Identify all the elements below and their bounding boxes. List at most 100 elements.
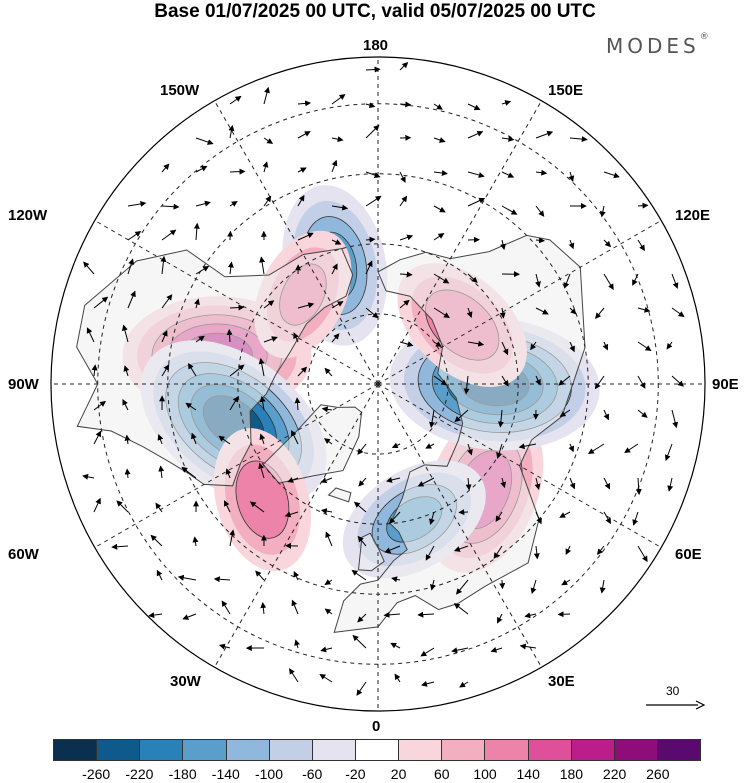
lon-label-90w: 90W [8,376,39,393]
wind-vector [263,137,274,144]
wind-vector [365,195,382,207]
wind-vector [365,66,381,73]
wind-vector [121,324,129,343]
wind-vector [501,135,515,142]
wind-vector [391,576,401,583]
wind-vector [568,443,574,453]
wind-vector [467,443,473,456]
lon-label-60e: 60E [675,546,702,563]
wind-vector [225,468,232,479]
wind-vector [671,409,679,429]
wind-vector [391,442,401,449]
wind-vector [563,273,571,289]
wind-vector [399,271,413,278]
wind-vector [331,159,338,173]
wind-vector [294,397,301,411]
wind-vector [195,265,210,275]
wind-vector [671,307,685,318]
wind-vector [433,273,450,284]
modes-logo: MODES® [606,32,709,58]
wind-vector [156,569,163,581]
wind-vector [463,375,470,395]
wind-vector [433,375,448,386]
wind-vector [331,136,344,143]
wind-vector [127,258,135,275]
wind-vector [124,434,131,445]
wind-vector [228,124,235,139]
wind-vector [667,477,674,492]
colorbar-swatch [269,740,313,760]
meridian-line [377,383,542,668]
wind-vector [433,307,450,319]
colorbar-swatch [183,740,227,760]
wind-vector [467,103,481,111]
lon-label-60w: 60W [8,546,39,563]
wind-vector [321,406,333,413]
wind-vector [116,500,129,513]
wind-vector [287,477,299,483]
colorbar-swatch [528,740,572,760]
wind-vector [399,341,414,348]
wind-vector [229,95,242,105]
lon-label-90e: 90E [712,376,739,393]
wind-vector [399,234,414,241]
wind-vector [297,302,315,309]
wind-vector [226,328,233,343]
wind-vector [603,409,609,421]
wind-vector [213,576,231,583]
wind-vector [297,194,305,207]
wind-vector [86,327,95,343]
wind-vector [451,647,469,654]
wind-vector [93,400,106,411]
wind-vector [331,301,344,309]
wind-vector [195,335,205,343]
wind-vector [559,511,571,518]
wind-vector [291,430,299,445]
colorbar-tick-label: -20 [345,766,366,782]
wind-vector [83,261,95,275]
wind-vector [535,375,541,386]
lon-label-180: 180 [363,37,389,54]
latitude-circle [237,243,519,525]
wind-vector [150,534,163,547]
wind-vector [599,205,606,218]
wind-vector [569,136,588,143]
colorbar [53,739,701,761]
wind-vector [93,430,102,445]
graticule [51,57,705,711]
colorbar-swatch [485,740,529,760]
wind-vector [195,165,208,173]
wind-vector [535,237,545,244]
wind-vector [490,646,503,653]
wind-vector [293,570,300,581]
meridian-line [377,220,662,385]
wind-vector [399,171,406,183]
wind-vector [399,195,408,207]
wind-vector [185,402,197,411]
wind-vector [221,600,231,615]
wind-vector [429,579,436,591]
wind-vector [632,273,639,286]
wind-vector [632,511,639,526]
wind-vector [637,202,649,209]
wind-vector [637,341,652,352]
wind-vector [111,543,129,550]
colorbar-swatch [54,740,98,760]
wind-vector [331,263,338,275]
wind-vector [356,681,367,696]
wind-vector [399,299,410,309]
wind-vector [425,545,435,561]
wind-vector [161,229,177,241]
wind-vector [297,232,314,241]
wind-vector [467,340,485,347]
wind-vector [568,239,575,250]
wind-vector [297,131,311,139]
wind-vector [637,375,646,389]
wind-vector [535,273,541,288]
wind-vector [384,545,401,553]
wind-vector [568,171,575,182]
wind-vector [501,100,512,106]
reference-vector-label: 30 [666,684,680,698]
colorbar-swatch [226,740,270,760]
wind-vector [535,205,545,217]
